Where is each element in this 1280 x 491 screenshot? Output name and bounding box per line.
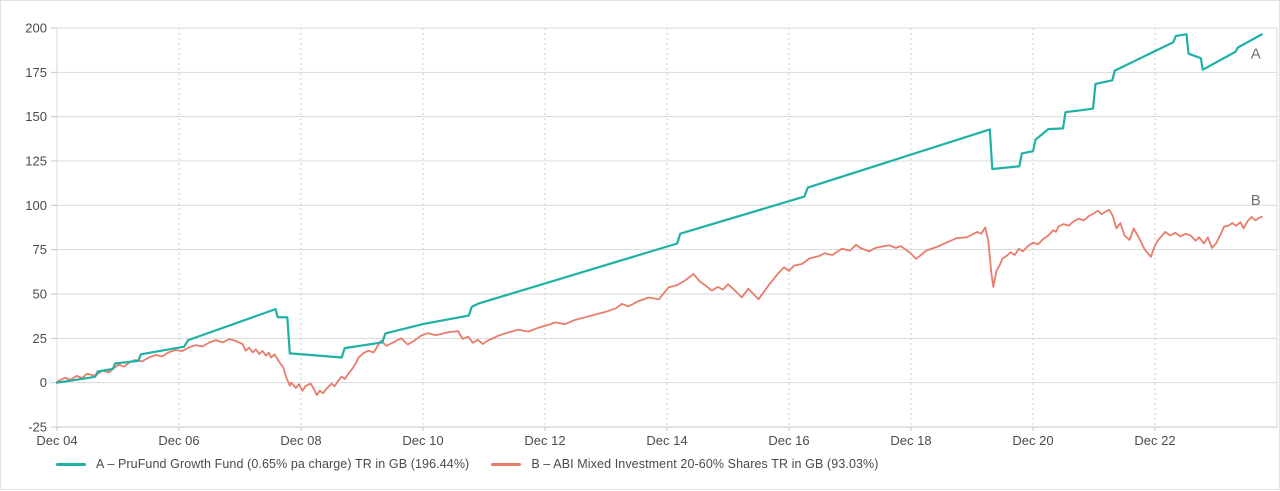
series-line-b: [56, 208, 1263, 397]
y-tick-label: 25: [33, 331, 47, 346]
y-tick-label: 100: [25, 198, 47, 213]
y-tick-label: 50: [33, 287, 47, 302]
legend-item-series-a[interactable]: A – PruFund Growth Fund (0.65% pa charge…: [56, 457, 469, 471]
y-tick-label: 200: [25, 21, 47, 36]
y-tick-label: 150: [25, 109, 47, 124]
x-tick-label: Dec 22: [1134, 433, 1175, 448]
y-tick-label: 125: [25, 154, 47, 169]
series-b-swatch: [491, 462, 522, 466]
x-tick-label: Dec 08: [280, 433, 321, 448]
legend-item-series-b[interactable]: B – ABI Mixed Investment 20-60% Shares T…: [491, 457, 878, 471]
x-tick-label: Dec 20: [1012, 433, 1053, 448]
series-b-label: B – ABI Mixed Investment 20-60% Shares T…: [531, 457, 879, 471]
y-tick-label: -25: [28, 420, 47, 435]
series-end-label-b: B: [1251, 192, 1261, 209]
x-tick-label: Dec 04: [36, 433, 77, 448]
x-tick-label: Dec 16: [768, 433, 809, 448]
x-tick-label: Dec 14: [646, 433, 687, 448]
y-tick-label: 175: [25, 65, 47, 80]
x-tick-label: Dec 18: [890, 433, 931, 448]
x-tick-label: Dec 12: [524, 433, 565, 448]
series-end-label-a: A: [1251, 45, 1261, 62]
x-tick-label: Dec 10: [402, 433, 443, 448]
series-a-swatch: [56, 462, 86, 466]
y-tick-label: 75: [33, 242, 47, 257]
chart-legend: A – PruFund Growth Fund (0.65% pa charge…: [56, 457, 879, 471]
series-line-a: [55, 33, 1263, 384]
y-tick-label: 0: [40, 375, 47, 390]
x-tick-label: Dec 06: [158, 433, 199, 448]
series-a-label: A – PruFund Growth Fund (0.65% pa charge…: [96, 457, 470, 471]
